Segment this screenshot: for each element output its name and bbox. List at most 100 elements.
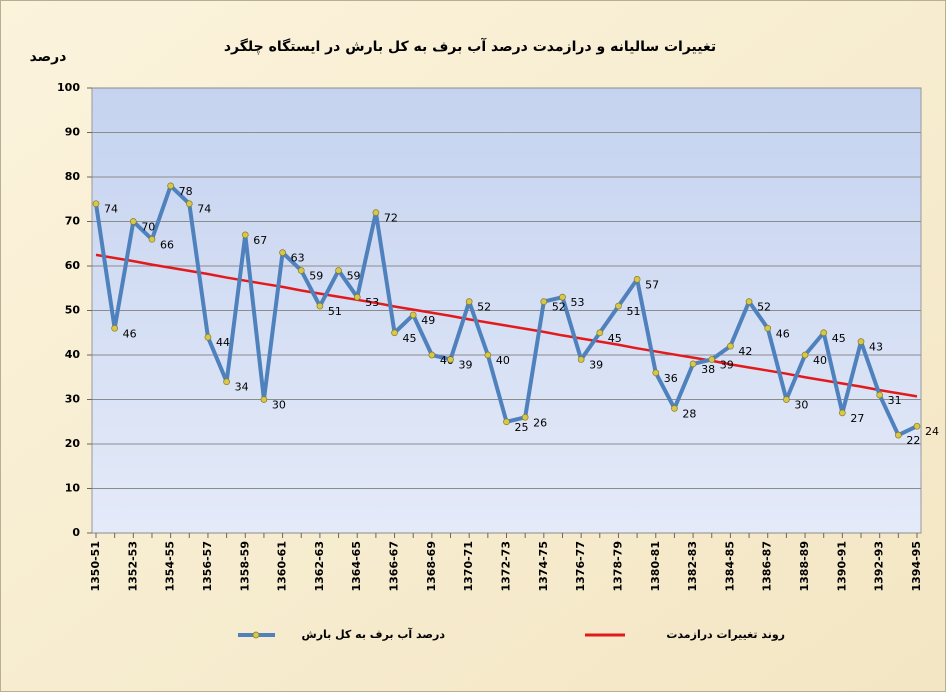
data-label: 51 — [328, 305, 342, 318]
marker — [764, 324, 772, 332]
data-label: 49 — [421, 314, 435, 327]
marker — [316, 302, 324, 310]
data-label: 39 — [459, 358, 473, 371]
y-tick-label: 80 — [65, 170, 81, 183]
x-tick-label: 1378-79 — [611, 541, 624, 592]
x-tick-label: 1390-91 — [835, 541, 848, 592]
marker — [596, 329, 604, 337]
x-tick-label: 1366-67 — [388, 541, 401, 592]
marker — [447, 356, 454, 363]
y-tick-label: 20 — [65, 437, 81, 450]
marker — [820, 329, 828, 337]
marker — [391, 329, 398, 337]
marker — [521, 413, 529, 421]
data-label: 52 — [477, 301, 491, 314]
data-label: 22 — [906, 434, 920, 447]
marker — [801, 351, 809, 359]
marker — [615, 302, 622, 310]
marker — [839, 409, 846, 417]
marker — [372, 209, 380, 216]
data-label: 74 — [197, 203, 211, 216]
y-tick-label: 30 — [65, 393, 81, 406]
x-tick-label: 1350-51 — [89, 541, 102, 592]
marker — [353, 293, 361, 301]
marker — [260, 396, 268, 403]
marker — [129, 218, 137, 225]
legend-label: روند تغییرات درازمدت — [666, 628, 785, 641]
marker — [745, 298, 753, 305]
marker — [727, 342, 734, 350]
x-tick-label: 1370-71 — [462, 541, 475, 592]
chart-title: تغییرات سالیانه و درازمدت درصد آب برف به… — [224, 37, 716, 55]
marker — [297, 267, 305, 274]
x-tick-label: 1364-65 — [350, 541, 363, 592]
y-axis-label: درصد — [30, 49, 67, 65]
y-tick-label: 60 — [65, 259, 81, 272]
data-label: 74 — [104, 203, 118, 216]
marker — [913, 422, 921, 430]
marker — [876, 391, 884, 399]
x-tick-label: 1386-87 — [761, 541, 774, 592]
x-tick-label: 1362-63 — [313, 541, 326, 592]
data-label: 30 — [272, 399, 286, 412]
data-label: 53 — [365, 296, 379, 309]
data-label: 44 — [216, 336, 230, 349]
x-tick-label: 1392-93 — [873, 541, 886, 592]
y-tick-label: 50 — [65, 304, 81, 317]
marker — [241, 231, 249, 239]
marker — [708, 356, 716, 363]
x-tick-label: 1352-53 — [126, 541, 139, 592]
y-tick-label: 90 — [65, 126, 81, 139]
y-tick-label: 10 — [65, 482, 81, 495]
marker — [540, 298, 548, 305]
marker — [185, 200, 193, 208]
legend-label: درصد آب برف به کل بارش — [302, 627, 446, 641]
data-label: 26 — [533, 416, 547, 429]
data-label: 25 — [515, 421, 529, 434]
y-tick-label: 0 — [72, 526, 80, 539]
data-label: 45 — [608, 332, 622, 345]
x-tick-label: 1354-55 — [164, 541, 177, 592]
data-label: 51 — [626, 305, 640, 318]
y-tick-label: 70 — [65, 215, 81, 228]
data-label: 24 — [925, 425, 939, 438]
marker — [167, 182, 174, 190]
data-label: 45 — [832, 332, 846, 345]
marker — [671, 405, 678, 412]
marker — [279, 249, 286, 256]
marker — [223, 378, 230, 386]
data-label: 39 — [589, 358, 603, 371]
data-label: 46 — [123, 327, 137, 340]
data-label: 27 — [850, 412, 864, 425]
data-label: 42 — [738, 345, 752, 358]
data-label: 59 — [309, 269, 323, 282]
marker — [92, 200, 100, 208]
marker — [652, 369, 660, 377]
marker — [894, 431, 902, 439]
marker — [484, 351, 492, 359]
data-label: 31 — [888, 394, 902, 407]
marker — [465, 298, 473, 305]
data-label: 67 — [253, 234, 267, 247]
data-label: 40 — [813, 354, 827, 367]
y-tick-label: 100 — [57, 81, 80, 94]
marker — [689, 360, 697, 368]
data-label: 39 — [720, 358, 734, 371]
data-label: 38 — [701, 363, 715, 376]
marker — [148, 235, 156, 243]
x-tick-label: 1394-95 — [910, 541, 923, 592]
marker — [409, 311, 417, 319]
data-label: 30 — [794, 399, 808, 412]
data-label: 78 — [179, 185, 193, 198]
marker — [428, 351, 436, 359]
data-label: 63 — [291, 252, 305, 265]
x-tick-label: 1356-57 — [201, 541, 214, 592]
marker — [633, 276, 641, 283]
x-tick-label: 1372-73 — [500, 541, 513, 592]
marker — [111, 324, 119, 332]
legend-marker — [252, 631, 260, 639]
data-label: 52 — [552, 301, 566, 314]
marker — [857, 338, 865, 345]
x-tick-label: 1380-81 — [649, 541, 662, 592]
